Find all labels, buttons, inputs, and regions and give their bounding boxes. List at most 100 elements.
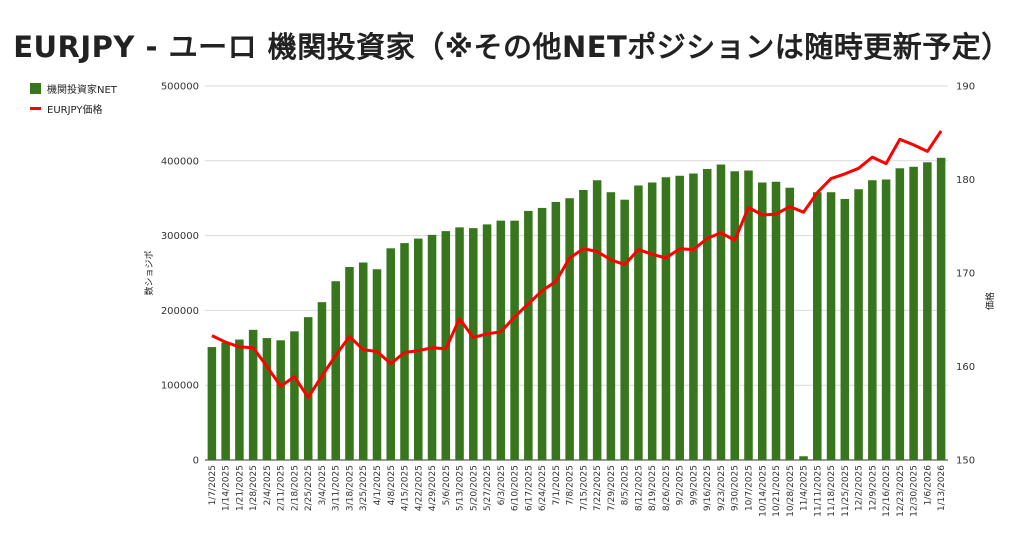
y-tick-label: 200000 [161, 306, 199, 317]
y2-tick-label: 160 [956, 362, 975, 373]
bar [317, 302, 327, 460]
x-tick-label: 9/30/2025 [731, 465, 741, 511]
x-tick-label: 4/29/2025 [428, 465, 438, 511]
bar [647, 182, 657, 460]
bar [909, 166, 918, 460]
bar [689, 173, 698, 461]
x-tick-label: 8/19/2025 [648, 465, 658, 511]
bar [469, 228, 478, 460]
bar [345, 267, 354, 460]
y-tick-label: 300000 [161, 231, 199, 242]
x-tick-label: 12/30/2025 [910, 465, 920, 517]
x-tick-label: 11/11/2025 [813, 465, 823, 517]
bar [757, 182, 767, 460]
chart-title: EURJPY - ユーロ 機関投資家（※その他NETポジションは随時更新予定） [13, 30, 1011, 64]
bar [551, 201, 561, 460]
x-tick-label: 10/28/2025 [786, 465, 796, 517]
y-tick-label: 400000 [161, 156, 199, 167]
x-tick-label: 4/1/2025 [373, 465, 383, 505]
bar [661, 177, 671, 461]
x-tick-label: 5/13/2025 [456, 465, 466, 511]
bar [606, 192, 616, 460]
x-tick-label: 1/6/2026 [923, 465, 933, 506]
x-tick-label: 3/18/2025 [345, 465, 355, 511]
x-tick-label: 3/4/2025 [318, 465, 328, 505]
x-tick-label: 9/23/2025 [717, 465, 727, 511]
bar [358, 262, 368, 460]
x-tick-label: 5/20/2025 [469, 465, 479, 511]
x-tick-label: 2/25/2025 [304, 465, 314, 511]
legend-swatch-price [30, 106, 41, 110]
x-tick-label: 11/25/2025 [841, 465, 851, 517]
bar [496, 220, 506, 460]
bar [702, 169, 712, 460]
x-tick-label: 2/18/2025 [290, 465, 300, 511]
x-tick-label: 2/11/2025 [277, 465, 287, 511]
bar [730, 171, 739, 460]
x-tick-label: 1/13/2026 [937, 465, 947, 511]
x-tick-label: 1/21/2025 [235, 465, 245, 511]
bar [482, 224, 492, 460]
bar [634, 185, 643, 460]
bar [276, 340, 285, 460]
x-tick-label: 4/15/2025 [401, 465, 411, 511]
bar [372, 269, 382, 460]
x-tick-label: 6/10/2025 [511, 465, 521, 511]
bar [840, 198, 850, 460]
y-axis-label: 数ショジポ [143, 250, 155, 295]
x-tick-label: 10/7/2025 [744, 465, 754, 511]
bar [854, 189, 863, 460]
x-tick-label: 2/4/2025 [263, 465, 273, 505]
x-tick-label: 1/7/2025 [208, 465, 218, 505]
bar [771, 181, 781, 460]
x-tick-label: 9/9/2025 [689, 465, 699, 505]
legend-swatch-net [30, 82, 41, 94]
bar [510, 220, 519, 460]
x-tick-label: 6/3/2025 [497, 465, 507, 505]
bar [923, 162, 932, 460]
bar [799, 456, 808, 460]
x-tick-label: 8/26/2025 [662, 465, 672, 511]
bar [785, 187, 795, 460]
bar [303, 317, 313, 460]
x-tick-label: 12/9/2025 [868, 465, 878, 511]
bar [579, 189, 588, 461]
x-tick-label: 1/28/2025 [249, 465, 259, 511]
x-tick-label: 5/27/2025 [483, 465, 493, 511]
legend-label-net: 機関投資家NET [47, 84, 117, 96]
x-tick-label: 12/16/2025 [882, 465, 892, 517]
bar [221, 342, 230, 460]
y2-axis-label: 価格 [984, 292, 996, 310]
x-tick-label: 3/11/2025 [332, 465, 342, 511]
bar [826, 192, 836, 460]
bar [262, 338, 272, 460]
x-tick-label: 7/22/2025 [593, 465, 603, 511]
bar [207, 347, 217, 460]
x-tick-label: 1/14/2025 [222, 465, 232, 511]
x-tick-label: 8/12/2025 [634, 465, 644, 511]
bar [881, 179, 891, 460]
x-tick-label: 4/8/2025 [387, 465, 397, 505]
y-tick-label: 0 [193, 456, 199, 467]
bar [592, 180, 602, 461]
bar [620, 199, 629, 461]
x-tick-label: 10/14/2025 [758, 465, 768, 517]
bar [248, 329, 258, 460]
bar [744, 170, 753, 461]
y2-tick-label: 170 [956, 269, 975, 280]
bar [331, 281, 340, 460]
x-tick-label: 3/25/2025 [359, 465, 369, 511]
x-tick-label: 11/18/2025 [827, 465, 837, 517]
x-tick-label: 7/8/2025 [566, 465, 576, 505]
bar [537, 207, 547, 460]
x-tick-label: 4/22/2025 [414, 465, 424, 511]
bar [235, 339, 244, 460]
legend-item-net: 機関投資家NET [30, 78, 117, 98]
legend-label-price: EURJPY価格 [47, 104, 103, 116]
x-tick-label: 7/29/2025 [607, 465, 617, 511]
bar [386, 248, 396, 460]
bar [565, 198, 574, 460]
x-tick-label: 6/17/2025 [524, 465, 534, 511]
series-line-price [211, 130, 943, 399]
